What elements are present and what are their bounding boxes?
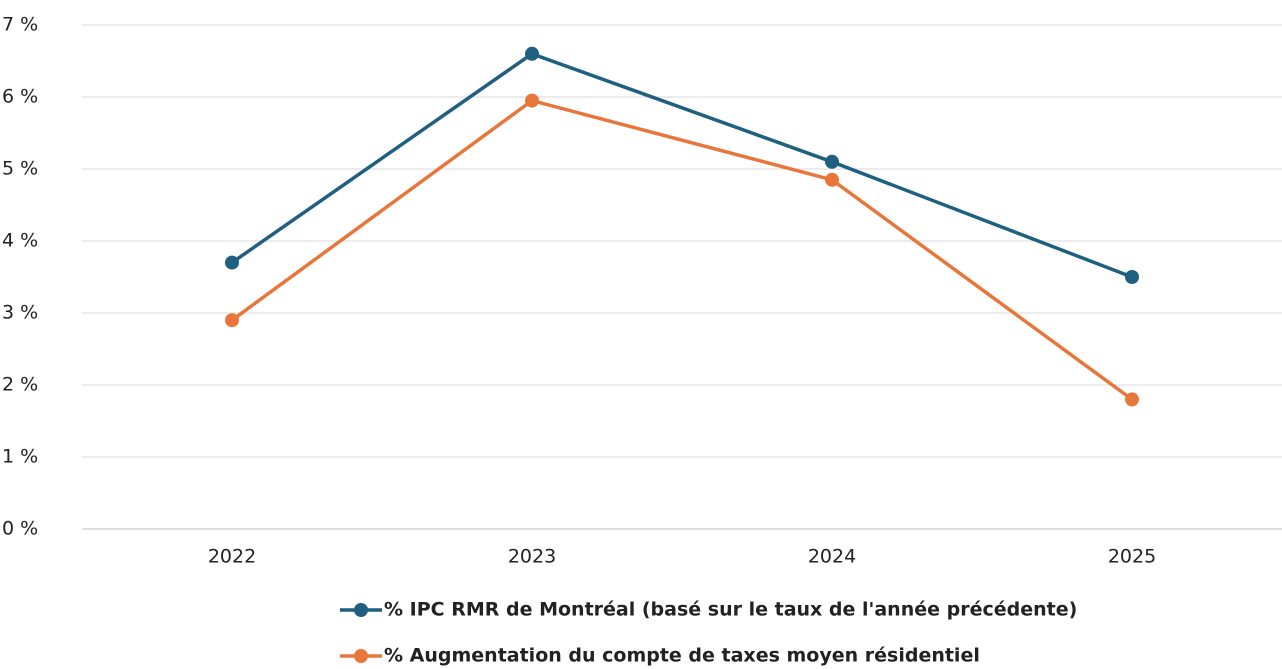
x-tick-label: 2022 [208,546,256,568]
y-tick-label: 4 % [2,230,38,252]
point [525,93,539,108]
point [825,154,839,169]
point [1125,270,1139,284]
legend-marker [354,649,368,663]
series-line [231,51,1133,279]
y-tick-label: 5 % [2,158,38,180]
y-tick-label: 2 % [2,374,38,396]
point [825,172,839,187]
x-tick-label: 2023 [508,546,556,568]
x-tick-label: 2024 [808,546,856,568]
series-line [230,98,1134,401]
point [525,46,539,61]
y-tick-label: 7 % [2,14,38,36]
point [1125,392,1139,407]
y-tick-label: 1 % [2,446,38,468]
legend-label: % IPC RMR de Montréal (basé sur le taux … [384,599,1077,621]
y-tick-label: 3 % [2,302,38,324]
point [225,255,239,270]
x-tick-label: 2025 [1108,546,1156,568]
y-tick-label: 6 % [2,86,38,108]
point [225,313,239,328]
y-tick-label: 0 % [2,518,38,540]
legend-label: % Augmentation du compte de taxes moyen … [384,645,980,667]
legend-marker [354,603,368,617]
